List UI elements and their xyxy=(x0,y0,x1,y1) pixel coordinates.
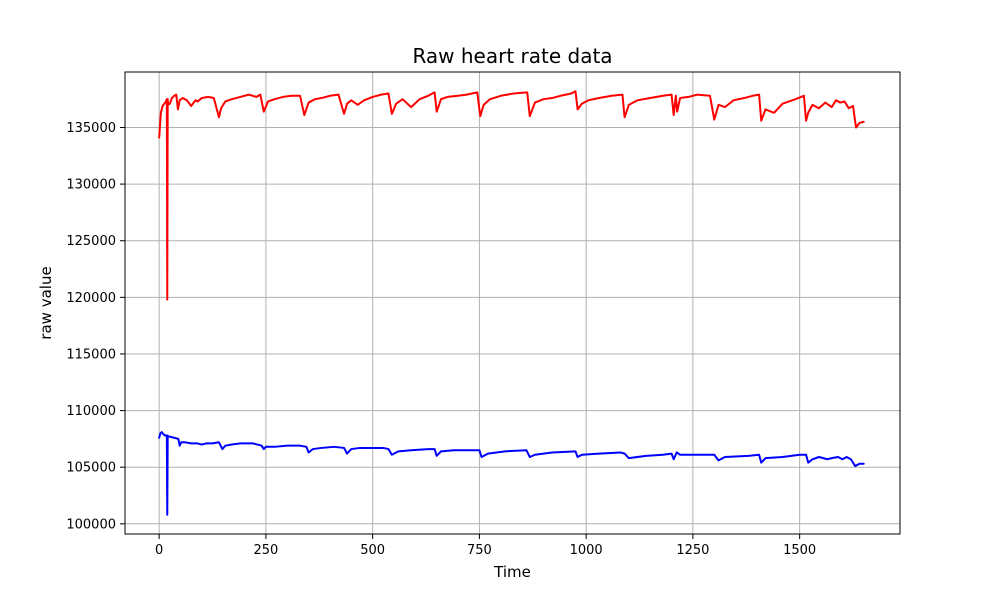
y-tick-label-0: 100000 xyxy=(66,517,116,532)
x-tick-label-6: 1500 xyxy=(783,543,816,558)
grid xyxy=(125,72,900,534)
x-tick-label-1: 250 xyxy=(253,543,278,558)
series-line-1 xyxy=(158,431,865,516)
chart-title: Raw heart rate data xyxy=(412,44,612,68)
y-tick-label-2: 110000 xyxy=(66,404,116,419)
series-line-0 xyxy=(158,90,865,301)
y-axis-label: raw value xyxy=(37,266,55,339)
y-tick-label-7: 135000 xyxy=(66,121,116,136)
x-tick-label-4: 1000 xyxy=(570,543,603,558)
plot-frame xyxy=(124,71,901,535)
series-lines xyxy=(158,90,865,516)
ticks: 0 250 500 750 1000 1250 1500 100000 105000 110000… xyxy=(66,121,816,558)
x-tick-label-0: 0 xyxy=(155,543,163,558)
y-tick-label-6: 130000 xyxy=(66,178,116,193)
y-tick-label-5: 125000 xyxy=(66,234,116,249)
y-tick-label-1: 105000 xyxy=(66,461,116,476)
x-tick-label-3: 750 xyxy=(467,543,492,558)
y-tick-label-4: 120000 xyxy=(66,291,116,306)
x-axis-label: Time xyxy=(493,563,531,581)
x-tick-label-2: 500 xyxy=(360,543,385,558)
x-tick-label-5: 1250 xyxy=(676,543,709,558)
y-tick-label-3: 115000 xyxy=(66,347,116,362)
